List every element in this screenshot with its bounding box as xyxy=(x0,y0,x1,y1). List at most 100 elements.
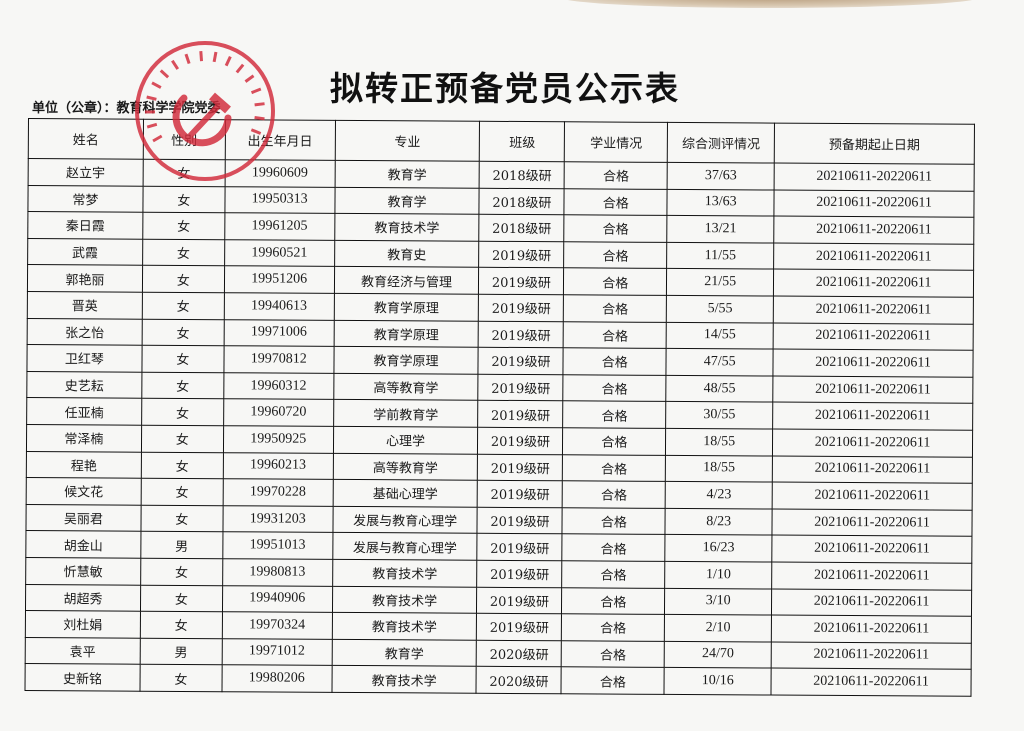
cell-academic-status: 合格 xyxy=(563,294,667,322)
cell-gender: 女 xyxy=(142,212,225,240)
cell-birthdate: 19970324 xyxy=(222,611,333,640)
cell-birthdate: 19960213 xyxy=(223,452,334,480)
cell-major: 发展与教育心理学 xyxy=(332,506,478,534)
cell-class: 2019级研 xyxy=(476,586,563,614)
cell-gender: 男 xyxy=(140,637,223,665)
cell-birthdate: 19950313 xyxy=(224,186,335,214)
cell-major: 教育学原理 xyxy=(333,319,479,348)
cell-probation-period: 20210611-20220611 xyxy=(773,242,974,271)
cell-gender: 女 xyxy=(142,238,225,267)
cell-name: 史新铭 xyxy=(25,663,141,692)
cell-probation-period: 20210611-20220611 xyxy=(772,482,973,510)
cell-birthdate: 19970812 xyxy=(223,345,334,374)
cell-major: 基础心理学 xyxy=(332,479,478,507)
cell-major: 教育史 xyxy=(334,240,480,268)
cell-gender: 女 xyxy=(140,558,223,586)
cell-probation-period: 20210611-20220611 xyxy=(773,349,974,378)
cell-name: 常梦 xyxy=(27,185,143,213)
cell-probation-period: 20210611-20220611 xyxy=(773,216,974,245)
cell-academic-status: 合格 xyxy=(561,640,665,668)
cell-gender: 女 xyxy=(140,584,223,612)
cell-evaluation-rank: 18/55 xyxy=(665,454,773,483)
cell-name: 袁平 xyxy=(25,637,141,665)
cell-probation-period: 20210611-20220611 xyxy=(772,402,973,431)
cell-name: 晋英 xyxy=(27,291,143,319)
cell-gender: 女 xyxy=(140,504,223,533)
column-header-major: 专业 xyxy=(334,120,480,162)
cell-name: 秦日霞 xyxy=(27,211,143,239)
cell-class: 2020级研 xyxy=(476,666,562,694)
cell-evaluation-rank: 13/63 xyxy=(667,189,775,217)
cell-gender: 女 xyxy=(142,265,225,293)
cell-class: 2019级研 xyxy=(478,400,564,428)
cell-academic-status: 合格 xyxy=(561,587,665,615)
cell-evaluation-rank: 37/63 xyxy=(667,162,775,190)
column-header-academic-status: 学业情况 xyxy=(564,121,668,163)
cell-name: 吴丽君 xyxy=(25,504,141,532)
cell-name: 程艳 xyxy=(26,451,142,479)
cell-birthdate: 19940613 xyxy=(224,292,335,320)
cell-major: 教育学原理 xyxy=(333,293,479,321)
seal-glyph-mark xyxy=(199,51,204,62)
cell-class: 2019级研 xyxy=(477,560,563,588)
cell-academic-status: 合格 xyxy=(562,507,666,535)
cell-birthdate: 19951206 xyxy=(224,266,335,294)
cell-evaluation-rank: 48/55 xyxy=(666,375,774,403)
cell-birthdate: 19960312 xyxy=(223,372,334,400)
cell-major: 教育经济与管理 xyxy=(334,266,480,295)
cell-probation-period: 20210611-20220611 xyxy=(772,428,973,457)
column-header-birthdate: 出生年月日 xyxy=(224,119,336,161)
cell-evaluation-rank: 5/55 xyxy=(666,295,774,323)
column-header-probation-period: 预备期起止日期 xyxy=(774,123,975,165)
seal-glyph-mark xyxy=(151,81,162,89)
cell-major: 教育技术学 xyxy=(334,213,480,242)
cell-birthdate: 19960609 xyxy=(224,159,335,187)
cell-evaluation-rank: 13/21 xyxy=(667,215,775,243)
cell-major: 学前教育学 xyxy=(333,399,479,428)
cell-academic-status: 合格 xyxy=(563,268,667,296)
cell-birthdate: 19980813 xyxy=(222,558,333,586)
cell-class: 2019级研 xyxy=(478,374,564,402)
cell-name: 候文花 xyxy=(26,477,142,505)
cell-evaluation-rank: 11/55 xyxy=(666,242,774,270)
cell-academic-status: 合格 xyxy=(562,480,666,509)
seal-glyph-mark xyxy=(235,63,245,74)
cell-academic-status: 合格 xyxy=(564,214,668,243)
cell-academic-status: 合格 xyxy=(562,560,666,588)
cell-birthdate: 19971006 xyxy=(223,319,334,347)
cell-class: 2019级研 xyxy=(477,506,563,535)
cell-class: 2019级研 xyxy=(478,347,564,375)
table-row: 史新铭女 19980206 教育技术学 2020级研 合格 10/16 20210611-2… xyxy=(25,663,972,697)
cell-gender: 女 xyxy=(141,318,225,346)
cell-name: 张之怡 xyxy=(27,318,143,346)
cell-name: 卫红琴 xyxy=(26,344,142,372)
cell-academic-status: 合格 xyxy=(562,427,666,455)
cell-name: 忻慧敏 xyxy=(25,557,141,585)
cell-class: 2019级研 xyxy=(478,294,564,322)
cell-gender: 女 xyxy=(140,478,224,506)
cell-probation-period: 20210611-20220611 xyxy=(771,668,972,697)
cell-class: 2018级研 xyxy=(479,161,565,189)
cell-major: 心理学 xyxy=(333,426,479,454)
cell-evaluation-rank: 30/55 xyxy=(665,401,773,429)
cell-major: 高等教育学 xyxy=(333,373,479,401)
cell-probation-period: 20210611-20220611 xyxy=(773,322,974,351)
cell-name: 刘杜娟 xyxy=(25,610,141,638)
cell-birthdate: 19950925 xyxy=(223,425,334,453)
cell-name: 胡超秀 xyxy=(25,583,141,612)
cell-probation-period: 20210611-20220611 xyxy=(772,455,973,484)
column-header-name: 姓名 xyxy=(28,118,144,160)
cell-gender: 女 xyxy=(142,185,225,213)
cell-class: 2018级研 xyxy=(479,214,565,242)
cell-major: 教育技术学 xyxy=(331,612,477,640)
cell-evaluation-rank: 2/10 xyxy=(664,614,772,642)
cell-evaluation-rank: 47/55 xyxy=(666,348,774,376)
seal-glyph-mark xyxy=(244,74,255,83)
cell-name: 武霞 xyxy=(27,238,143,266)
page-title: 拟转正预备党员公示表 xyxy=(330,69,680,108)
seal-glyph-mark xyxy=(254,102,265,107)
cell-class: 2019级研 xyxy=(479,241,565,269)
cell-evaluation-rank: 24/70 xyxy=(664,641,772,669)
cell-major: 教育学 xyxy=(334,160,480,188)
cell-academic-status: 合格 xyxy=(561,667,665,695)
